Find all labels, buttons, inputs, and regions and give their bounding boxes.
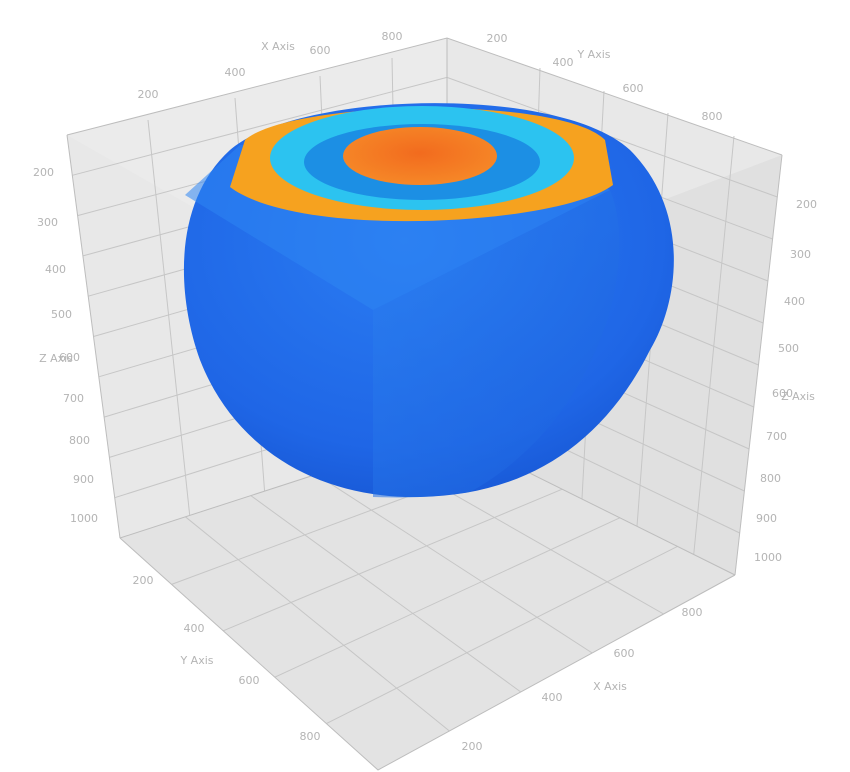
x-top-tick-label: 400 xyxy=(225,66,246,79)
z-left-tick-label: 500 xyxy=(51,308,72,321)
axis-labels: 200 400 600 800 200 400 600 800 200 300 400 500 600 7… xyxy=(33,30,817,753)
grid-line-floor-a-3 xyxy=(315,473,593,654)
grid-line-floor-b-4 xyxy=(326,545,678,725)
y-top-tick-label: 600 xyxy=(623,82,644,95)
grid-line-y-back-3 xyxy=(693,135,735,555)
grid-line-floor-a-1 xyxy=(185,516,450,732)
z-right-tick-label: 300 xyxy=(790,248,811,261)
z-left-tick-label: 300 xyxy=(37,216,58,229)
grid-line-floor-b-2 xyxy=(223,488,563,632)
y-top-tick-label: 200 xyxy=(487,32,508,45)
z-left-tick-label: 600 xyxy=(59,351,80,364)
grid-line-z-left-0 xyxy=(72,76,448,176)
grid-line-x-back-0 xyxy=(147,119,191,516)
z-right-tick-label: 900 xyxy=(756,512,777,525)
x-bottom-tick-label: 600 xyxy=(614,647,635,660)
z-left-tick-label: 400 xyxy=(45,263,66,276)
volume-render xyxy=(183,103,674,498)
x-bottom-tick-label: 800 xyxy=(682,606,703,619)
x-axis-title-top: X Axis xyxy=(261,40,295,53)
x-axis-title-bottom: X Axis xyxy=(593,680,627,693)
z-right-tick-label: 500 xyxy=(778,342,799,355)
grid-line-floor-b-3 xyxy=(274,517,621,678)
z-right-tick-label: 800 xyxy=(760,472,781,485)
y-bottom-tick-label: 400 xyxy=(184,622,205,635)
z-right-tick-label: 1000 xyxy=(754,551,782,564)
y-top-tick-label: 800 xyxy=(702,110,723,123)
z-left-tick-label: 800 xyxy=(69,434,90,447)
z-axis-title-left: Z Axis xyxy=(39,352,73,365)
shell-front-face xyxy=(373,190,620,498)
y-bottom-tick-label: 600 xyxy=(239,674,260,687)
z-axis-title-right: Z Axis xyxy=(781,390,815,403)
z-left-tick-label: 900 xyxy=(73,473,94,486)
z-left-tick-label: 700 xyxy=(63,392,84,405)
z-right-tick-label: 200 xyxy=(796,198,817,211)
x-bottom-tick-label: 400 xyxy=(542,691,563,704)
y-top-tick-label: 400 xyxy=(553,56,574,69)
grid-line-floor-a-2 xyxy=(250,495,522,693)
x-top-tick-label: 800 xyxy=(382,30,403,43)
y-axis-title-bottom: Y Axis xyxy=(179,654,213,667)
y-bottom-tick-label: 800 xyxy=(300,730,321,743)
z-right-tick-label: 400 xyxy=(784,295,805,308)
y-axis-title-top: Y Axis xyxy=(576,48,610,61)
z-left-tick-label: 200 xyxy=(33,166,54,179)
y-bottom-tick-label: 200 xyxy=(133,574,154,587)
x-top-tick-label: 200 xyxy=(138,88,159,101)
z-right-tick-label: 700 xyxy=(766,430,787,443)
box-floor-face xyxy=(120,432,735,770)
x-top-tick-label: 600 xyxy=(310,44,331,57)
x-bottom-tick-label: 200 xyxy=(462,740,483,753)
z-right-tick-label: 600 xyxy=(772,387,793,400)
orange-core xyxy=(343,127,497,185)
z-left-tick-label: 1000 xyxy=(70,512,98,525)
